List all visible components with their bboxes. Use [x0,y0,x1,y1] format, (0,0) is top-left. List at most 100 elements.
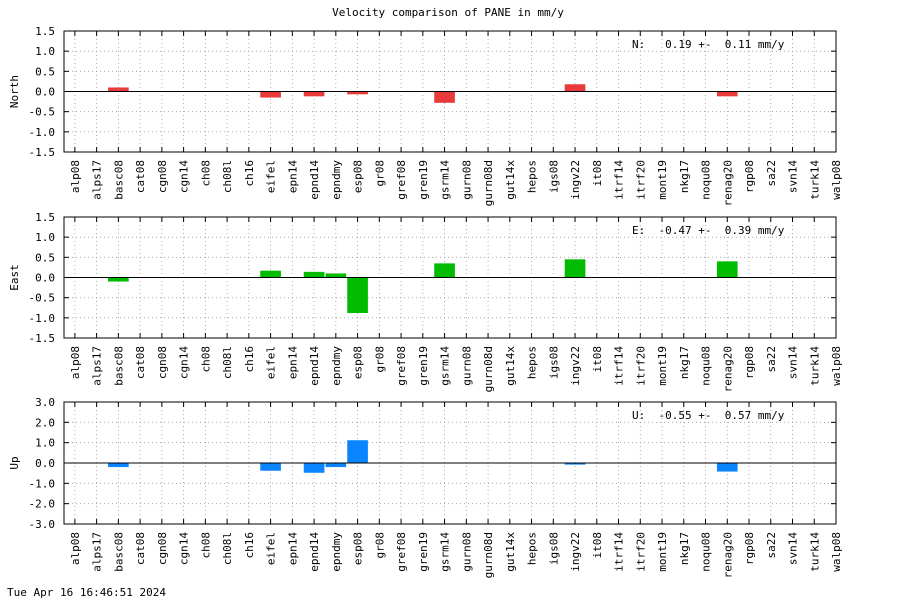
x-tick-label: hepos [526,160,539,193]
x-tick-label: gut14x [504,160,517,200]
x-tick-label: epn14 [286,346,299,379]
x-tick-label: it08 [591,532,604,559]
x-tick-label: svn14 [787,532,800,565]
x-tick-label: itrf20 [634,160,647,200]
x-tick-label: epndmy [330,346,343,386]
x-tick-label: renag20 [721,160,734,206]
x-tick-label: gr08 [373,346,386,373]
x-tick-label: ch08l [221,160,234,193]
x-tick-label: itrf14 [613,346,626,386]
y-tick-label: 2.0 [35,416,55,429]
y-tick-label: 0.5 [35,251,55,264]
x-tick-label: svn14 [787,160,800,193]
x-tick-label: basc08 [112,532,125,572]
x-tick-label: gsrm14 [439,532,452,572]
y-tick-label: 1.0 [35,45,55,58]
x-tick-label: noqu08 [700,532,713,572]
x-tick-label: rgp08 [743,346,756,379]
x-tick-label: basc08 [112,346,125,386]
x-tick-label: gren19 [417,532,430,572]
y-tick-label: 0.0 [35,86,55,99]
y-axis-label: Up [8,456,21,469]
panel-up: -3.0 -2.0 -1.0 0.0 1.0 2.0 3.0 alp08 alps17 basc0… [8,396,843,578]
x-tick-label: eifel [265,160,278,193]
x-tick-label: epnd14 [308,346,321,386]
x-tick-label: renag20 [721,346,734,392]
x-tick-label: epnd14 [308,160,321,200]
x-tick-label: cat08 [134,160,147,193]
x-tick-label: esp08 [352,160,365,193]
x-tick-label: cgn14 [178,532,191,565]
x-tick-label: itrf14 [613,532,626,572]
x-tick-label: itrf14 [613,160,626,200]
x-tick-label: itrf20 [634,532,647,572]
x-tick-label: sa22 [765,532,778,559]
bar-epndmy [325,273,347,278]
x-tick-label: sa22 [765,346,778,373]
y-tick-label: 1.5 [35,25,55,38]
x-tick-label: eifel [265,532,278,565]
x-tick-label: sa22 [765,160,778,187]
x-tick-label: gurn08 [460,346,473,386]
y-tick-label: -0.5 [29,292,56,305]
x-tick-label: gren19 [417,346,430,386]
y-tick-label: -1.5 [29,146,56,159]
y-tick-label: 1.0 [35,437,55,450]
bar-renag20 [716,261,738,278]
bar-eifel [260,270,281,278]
bar-basc08 [108,277,129,282]
x-tick-label: ch08l [221,346,234,379]
bar-ingv22 [564,259,586,278]
panel-east: -1.5 -1.0 -0.5 0.0 0.5 1.0 1.5 alp08 alps17 basc0… [8,211,843,392]
bar-epnd14 [303,463,325,473]
bar-basc08 [108,87,129,92]
x-tick-label: itrf20 [634,346,647,386]
x-tick-label: cat08 [134,532,147,565]
x-tick-label: alps17 [91,346,104,386]
bar-renag20 [716,91,738,97]
x-tick-label: noqu08 [700,160,713,200]
bar-gsrm14 [434,91,455,103]
x-tick-label: ch08 [199,532,212,559]
stats-annotation: N: 0.19 +- 0.11 mm/y [632,38,785,51]
x-tick-label: esp08 [352,532,365,565]
x-tick-label: gut14x [504,532,517,572]
x-tick-label: ch08 [199,346,212,373]
bar-eifel [260,91,281,98]
x-tick-label: mont19 [656,160,669,200]
x-tick-label: igs08 [547,160,560,193]
bar-ingv22 [564,84,586,92]
x-tick-label: gurn08d [482,346,495,392]
x-tick-label: cat08 [134,346,147,379]
x-tick-label: gsrm14 [439,346,452,386]
x-tick-label: nkg17 [678,532,691,565]
bar-epnd14 [303,91,325,97]
x-tick-label: gut14x [504,346,517,386]
bar-epnd14 [303,271,325,278]
x-tick-label: turk14 [808,346,821,386]
bar-epndmy [325,463,347,468]
x-tick-label: hepos [526,532,539,565]
x-tick-label: walp08 [830,346,843,386]
x-tick-label: cgn14 [178,346,191,379]
x-tick-label: alps17 [91,160,104,200]
x-tick-label: it08 [591,160,604,187]
x-tick-label: gurn08d [482,532,495,578]
y-tick-label: -1.0 [29,477,56,490]
x-tick-label: gr08 [373,532,386,559]
y-tick-label: 0.0 [35,272,55,285]
bar-esp08 [347,277,368,313]
timestamp: Tue Apr 16 16:46:51 2024 [7,586,166,599]
x-tick-label: turk14 [808,532,821,572]
x-tick-label: epndmy [330,160,343,200]
bar-basc08 [108,463,129,468]
panel-north: -1.5 -1.0 -0.5 0.0 0.5 1.0 1.5 alp08 alps17 basc0… [8,25,843,206]
x-tick-label: ch16 [243,160,256,187]
x-tick-label: gref08 [395,160,408,200]
chart-title: Velocity comparison of PANE in mm/y [332,6,564,19]
x-tick-label: basc08 [112,160,125,200]
x-tick-label: ch16 [243,346,256,373]
x-tick-label: gref08 [395,346,408,386]
bar-ingv22 [564,463,586,465]
x-tick-label: turk14 [808,160,821,200]
